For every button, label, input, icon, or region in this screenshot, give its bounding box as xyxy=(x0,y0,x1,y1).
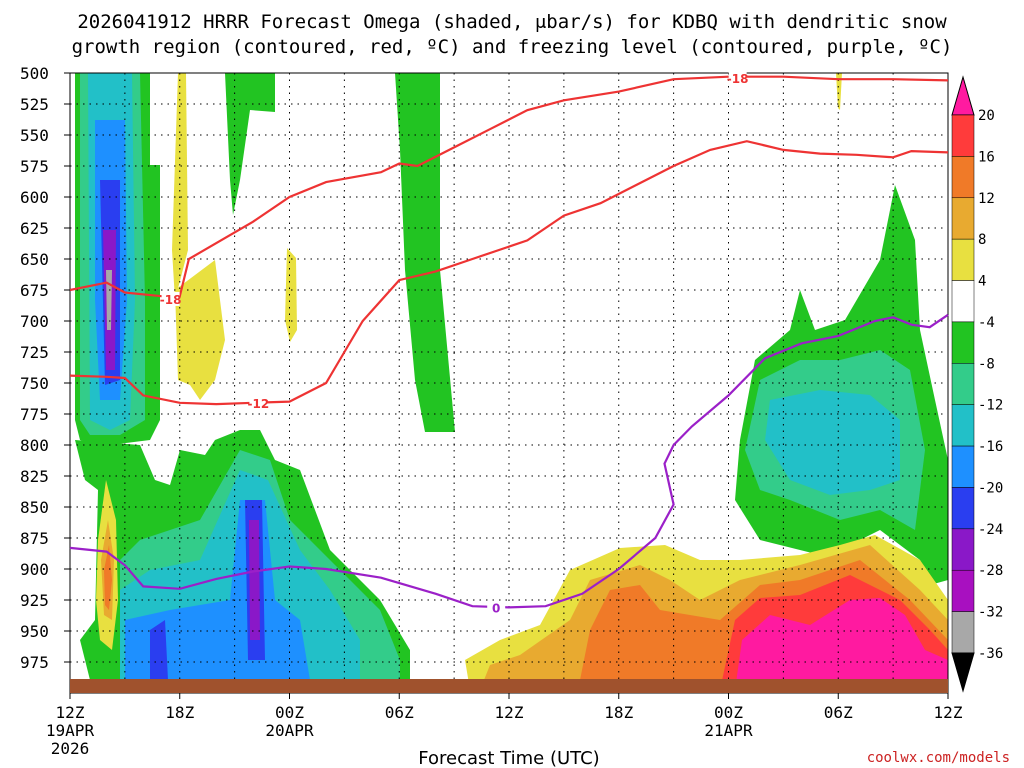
y-tick-label: 500 xyxy=(20,64,49,83)
omega-region-upper-yellow-c xyxy=(285,248,297,342)
x-tick-label: 18Z xyxy=(604,703,633,722)
colorbar-label: 4 xyxy=(978,274,986,290)
y-tick-label: 675 xyxy=(20,281,49,300)
dgz-contour--18 xyxy=(69,75,949,298)
y-tick-label: 925 xyxy=(20,591,49,610)
colorbar-swatch xyxy=(951,114,975,157)
omega-region-right-cyan xyxy=(765,390,900,495)
colorbar-swatch xyxy=(951,156,975,199)
omega-region-left-orange2 xyxy=(104,545,112,610)
colorbar-swatch xyxy=(951,487,975,530)
y-tick-label: 950 xyxy=(20,622,49,641)
colorbar-label: -20 xyxy=(978,480,1003,496)
omega-shading xyxy=(75,73,948,690)
y-axis: 500 525 550 575 600 625 650 675 700 725 750 775 800 8… xyxy=(20,64,70,672)
ground-strip xyxy=(70,679,948,693)
colorbar-swatch xyxy=(951,363,975,405)
credit-text: coolwx.com/models xyxy=(867,750,1010,766)
colorbar-top-arrow xyxy=(951,75,975,116)
colorbar-swatch xyxy=(951,611,975,654)
y-tick-label: 975 xyxy=(20,653,49,672)
colorbar-label: -24 xyxy=(978,522,1003,538)
ground-surface xyxy=(70,679,948,693)
x-tick-label: 00Z xyxy=(275,703,304,722)
y-tick-label: 775 xyxy=(20,405,49,424)
contour-label: -18 xyxy=(727,72,749,86)
colorbar-swatch xyxy=(951,197,975,240)
colorbar-label: 8 xyxy=(978,232,986,248)
y-tick-label: 550 xyxy=(20,126,49,145)
x-axis-title: Forecast Time (UTC) xyxy=(418,748,599,768)
x-tick-date: 19APR xyxy=(46,721,95,740)
y-tick-label: 700 xyxy=(20,312,49,331)
y-tick-label: 650 xyxy=(20,250,49,269)
x-tick-label: 12Z xyxy=(495,703,524,722)
colorbar: 20 16 12 8 4 -4 -8 -12 -16 -20 -24 -28 -32 -36 xyxy=(951,75,1003,693)
omega-region-mid-green xyxy=(395,73,455,432)
x-tick-label: 06Z xyxy=(385,703,414,722)
y-tick-label: 575 xyxy=(20,157,49,176)
colorbar-label: -4 xyxy=(978,315,995,331)
x-tick-year: 2026 xyxy=(51,739,90,758)
y-tick-label: 800 xyxy=(20,436,49,455)
x-tick-date: 20APR xyxy=(265,721,314,740)
y-tick-label: 750 xyxy=(20,374,49,393)
freezing-level-contour xyxy=(69,313,949,609)
y-tick-label: 875 xyxy=(20,529,49,548)
contour-label-bg xyxy=(161,291,180,306)
colorbar-bottom-arrow xyxy=(951,652,975,693)
x-tick-label: 12Z xyxy=(56,703,85,722)
omega-region-low-darkblue-a xyxy=(150,620,168,680)
colorbar-swatch xyxy=(951,404,975,447)
omega-region-low-purple xyxy=(249,520,260,640)
x-tick-label: 18Z xyxy=(165,703,194,722)
colorbar-swatch xyxy=(951,321,975,364)
dgz-contour--12 xyxy=(69,140,949,406)
y-tick-label: 900 xyxy=(20,560,49,579)
contour-label-bg xyxy=(487,600,506,615)
chart-title-line2: growth region (contoured, red, ºC) and f… xyxy=(72,36,953,58)
colorbar-label: -12 xyxy=(978,398,1003,414)
y-tick-label: 725 xyxy=(20,343,49,362)
contour-lines: -18 -18 -12 0 xyxy=(69,71,949,616)
x-tick-label: 00Z xyxy=(714,703,743,722)
colorbar-swatch xyxy=(951,280,975,323)
colorbar-label: -16 xyxy=(978,439,1003,455)
omega-region-top-green-2 xyxy=(225,73,275,215)
contour-label: 0 xyxy=(492,602,500,616)
x-tick-date: 21APR xyxy=(704,721,753,740)
colorbar-swatch xyxy=(951,238,975,281)
contour-label: -18 xyxy=(160,293,182,307)
colorbar-label: 12 xyxy=(978,191,995,207)
omega-region-upper-yellow-a xyxy=(172,73,188,300)
colorbar-label: -28 xyxy=(978,563,1003,579)
colorbar-label: -8 xyxy=(978,356,995,372)
colorbar-swatch xyxy=(951,528,975,571)
contour-label: -12 xyxy=(248,397,270,411)
colorbar-label: -36 xyxy=(978,646,1003,662)
x-tick-label: 06Z xyxy=(824,703,853,722)
omega-region-top-yellow-right xyxy=(836,73,842,110)
y-tick-label: 600 xyxy=(20,188,49,207)
contour-label-bg xyxy=(728,71,747,86)
colorbar-swatch xyxy=(951,569,975,612)
y-tick-label: 525 xyxy=(20,95,49,114)
contour-label-bg xyxy=(249,396,268,411)
chart-title-line1: 2026041912 HRRR Forecast Omega (shaded, … xyxy=(77,11,947,33)
colorbar-label: -32 xyxy=(978,605,1003,621)
colorbar-label: 20 xyxy=(978,108,995,124)
omega-region-upper-yellow-b xyxy=(175,260,225,400)
y-tick-label: 850 xyxy=(20,498,49,517)
x-tick-label: 12Z xyxy=(934,703,963,722)
omega-region-low-magenta xyxy=(735,598,948,690)
y-tick-label: 625 xyxy=(20,219,49,238)
colorbar-swatch xyxy=(951,445,975,488)
y-tick-label: 825 xyxy=(20,467,49,486)
colorbar-label: 16 xyxy=(978,149,995,165)
